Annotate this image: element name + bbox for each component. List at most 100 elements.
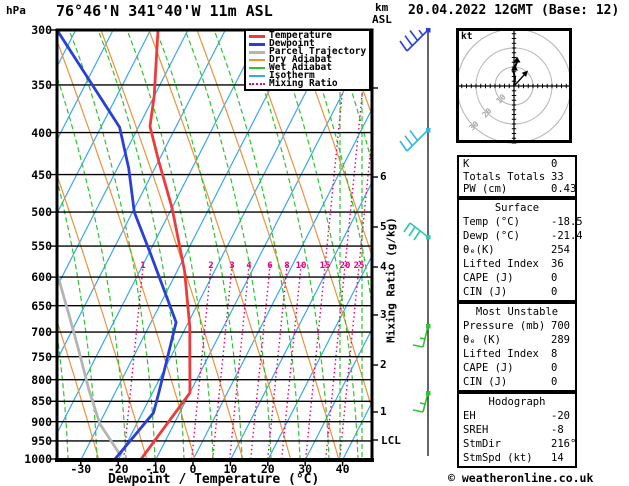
table-row: StmSpd (kt) 14 (459, 452, 575, 464)
km-tick-label: 5 (380, 220, 387, 233)
isotherm-line (57, 30, 114, 142)
legend-item-label: Dry Adiabat (269, 54, 332, 65)
table-row-value: -18.5 (551, 216, 583, 228)
wet-adiabat-line (155, 30, 243, 460)
table-row-label: StmDir (463, 438, 501, 450)
mixing-ratio-value-label: 8 (284, 261, 290, 271)
mixing-ratio-value-label: 20 (339, 261, 351, 271)
mixing-ratio-line (281, 261, 303, 460)
indices-table: Surface Temp (°C) -18.5 Dewp (°C) -21.4 θₑ(K)… (457, 198, 583, 302)
hodograph-unit-label: kt (461, 31, 473, 42)
legend-line-sample (249, 34, 265, 38)
legend-item-label: Dewpoint (269, 38, 315, 49)
isotherm-line (57, 30, 226, 362)
dewpoint-curve (57, 30, 178, 460)
isotherm-line (57, 30, 152, 215)
wet-adiabat-line (57, 75, 127, 460)
table-row-value: -8 (551, 424, 564, 436)
table-row: CAPE (J) 0 (459, 272, 575, 284)
table-row-label: Totals Totals (463, 170, 546, 183)
wet-adiabat-line (300, 30, 372, 310)
wet-adiabat-line (126, 30, 214, 460)
legend-line-sample (249, 50, 265, 54)
pressure-tick-label: 750 (31, 349, 52, 364)
wet-adiabat-line (242, 30, 330, 460)
table-row-label: θₑ(K) (463, 244, 495, 256)
isotherm-line (192, 107, 372, 460)
legend-item-label: Mixing Ratio (269, 78, 338, 89)
wind-barb (412, 391, 431, 413)
pressure-tick-label: 700 (31, 325, 52, 340)
table-row-label: StmSpd (kt) (463, 452, 533, 464)
mixing-ratio-line (325, 91, 364, 460)
mixing-ratio-value-label: 25 (353, 261, 365, 271)
legend-box: Temperature Dewpoint Parcel Trajectory Dry … (244, 29, 371, 91)
asl-unit-label: ASL (372, 13, 392, 26)
temperature-tick-label: 40 (335, 462, 350, 476)
indices-table: Hodograph EH -20 SREH -8 StmDir 216° StmSpd (kt… (457, 392, 577, 468)
legend-item: Temperature (249, 31, 369, 40)
table-row-label: Dewp (°C) (463, 230, 520, 242)
wet-adiabat-line (0, 30, 10, 460)
table-row-value: 216° (551, 438, 577, 450)
table-row-value: 0 (551, 157, 558, 170)
table-row: EH -20 (459, 410, 575, 422)
pressure-tick-label: 600 (31, 270, 52, 285)
table-row: Dewp (°C) -21.4 (459, 230, 583, 242)
mixing-ratio-value-label: 1 (140, 261, 146, 271)
pressure-tick-label: 450 (31, 167, 52, 182)
table-row-label: Lifted Index (463, 348, 539, 360)
pressure-tick-label: 550 (31, 239, 52, 254)
legend-item: Dry Adiabat (249, 54, 369, 65)
legend-item-label: Parcel Trajectory (269, 46, 367, 57)
wet-adiabat-line (68, 30, 156, 460)
temperature-tick-label: -30 (70, 462, 92, 476)
temperature-curve (139, 30, 192, 460)
wind-barb (403, 222, 431, 241)
station-title: 76°46'N 341°40'W 11m ASL (56, 2, 273, 20)
table-row: Lifted Index 8 (459, 348, 575, 360)
isotherm-line (267, 254, 372, 460)
table-row-value: 289 (551, 334, 570, 346)
pressure-tick-label: 400 (31, 125, 52, 140)
hodograph-box (456, 28, 572, 143)
datetime-title: 20.04.2022 12GMT (Base: 12) (408, 3, 620, 18)
legend-item-label: Wet Adiabat (269, 62, 332, 73)
mixing-ratio-line (123, 261, 145, 460)
pressure-tick-label: 300 (31, 23, 52, 37)
table-row-label: CIN (J) (463, 286, 508, 298)
legend-item: Parcel Trajectory (249, 46, 369, 57)
km-tick-label: 4 (380, 260, 387, 273)
table-row-label: K (463, 157, 470, 170)
table-header: Hodograph (488, 396, 546, 408)
table-header: Most Unstable (475, 306, 559, 318)
table-row: Totals Totals 33 (459, 171, 575, 183)
table-row: θₑ(K) 254 (459, 244, 575, 256)
table-row-value: 254 (551, 244, 570, 256)
isotherm-line (155, 34, 372, 460)
pressure-tick-label: 900 (31, 414, 52, 429)
storm-motion-arrow (513, 73, 526, 87)
legend-line-sample (249, 42, 265, 46)
table-row-label: SREH (463, 424, 489, 436)
km-tick-label: 2 (380, 358, 387, 371)
table-row-label: θₑ (K) (463, 334, 501, 346)
wet-adiabat-line (184, 30, 272, 460)
pressure-tick-label: 1000 (24, 452, 52, 466)
mixing-ratio-value-label: 4 (246, 261, 252, 271)
table-row-value: 36 (551, 258, 564, 270)
pressure-tick-label: 950 (31, 433, 52, 448)
temperature-tick-label: 20 (260, 462, 275, 476)
table-row-label: Temp (°C) (463, 216, 520, 228)
indices-table: Most Unstable Pressure (mb) 700 θₑ (K) 289 Li… (457, 302, 577, 392)
wet-adiabat-line (97, 30, 185, 460)
x-axis-title: Dewpoint / Temperature (°C) (108, 472, 320, 486)
mixing-ratio-line (191, 261, 213, 460)
wet-adiabat-line (213, 30, 301, 460)
mixing-ratio-line (212, 261, 234, 460)
legend-line-sample (249, 59, 265, 61)
table-row: CAPE (J) 0 (459, 362, 575, 374)
table-row: CIN (J) 0 (459, 286, 575, 298)
legend-item: Isotherm (249, 71, 369, 80)
legend-item: Dewpoint (249, 38, 369, 49)
